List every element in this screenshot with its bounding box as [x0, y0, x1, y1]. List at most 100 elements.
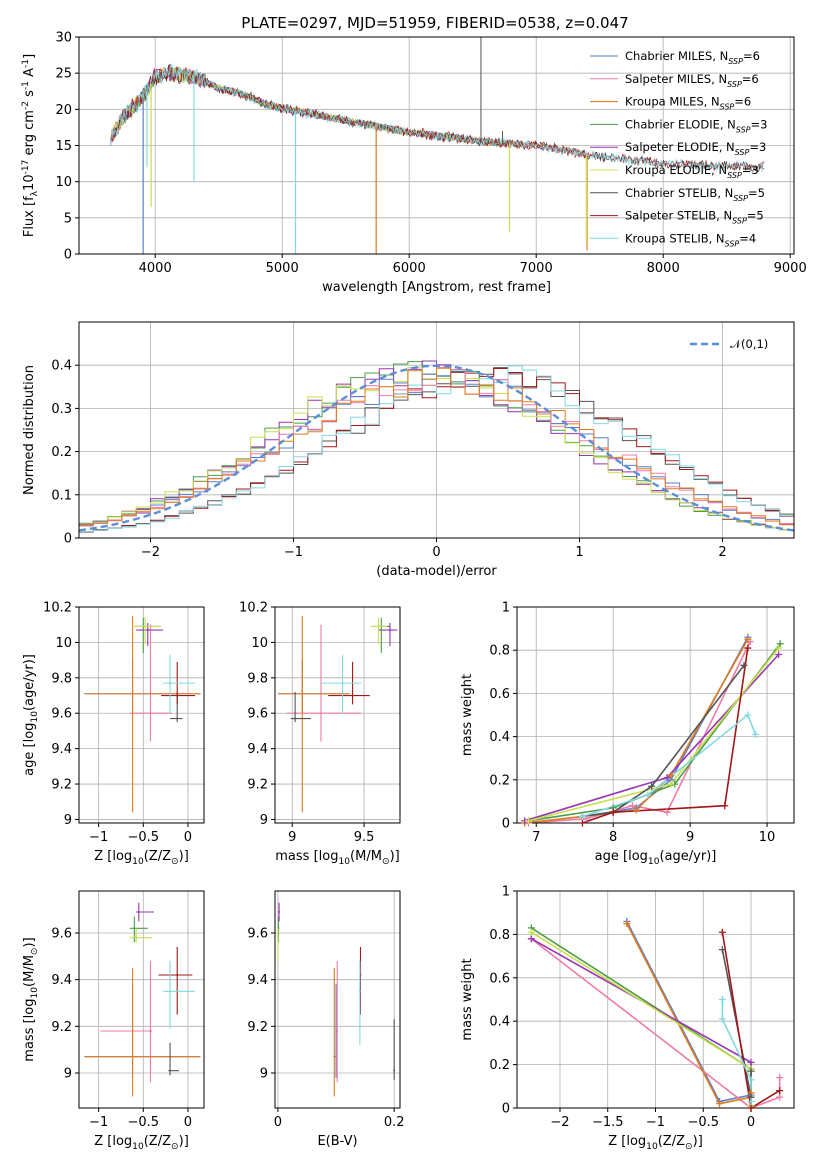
series-line-salpeter-stelib [582, 647, 749, 823]
y-tick-label: 10 [55, 175, 72, 190]
y-tick-label: 0.6 [489, 971, 510, 986]
age_vs_mass-frame [274, 606, 401, 824]
y-tick-label: 0.8 [489, 644, 510, 659]
plus-marker [582, 815, 590, 823]
y-tick-label: 0.4 [489, 1015, 510, 1030]
plus-marker [752, 730, 760, 738]
plus-marker [775, 651, 783, 659]
series-line-chabrier-elodie [530, 927, 752, 1108]
x-tick-label: 8000 [647, 261, 680, 276]
mass_vs_EBV-frame [274, 890, 401, 1109]
data-point [146, 629, 149, 632]
x-tick-label: −0.5 [127, 1115, 159, 1130]
y-tick-label: 10.2 [239, 601, 268, 616]
y-tick-label: 9.6 [247, 707, 268, 722]
x-tick-label: 9 [288, 830, 296, 845]
plus-marker [740, 661, 748, 669]
y-tick-label: 9.4 [51, 973, 72, 988]
y-tick-label: 9 [64, 1067, 72, 1082]
legend-entry: Salpeter STELIB, NSSP=5 [625, 209, 764, 226]
x-tick-label: −1 [284, 545, 303, 560]
plus-marker [718, 946, 726, 954]
plus-marker [776, 640, 784, 648]
y-tick-label: 9.8 [247, 671, 268, 686]
y-tick-label: 1 [502, 601, 510, 616]
y-tick-label: 10 [55, 636, 72, 651]
plus-marker [747, 1067, 755, 1075]
legend-entry: 𝒩(0,1) [730, 337, 768, 351]
plus-marker [527, 928, 535, 936]
data-point [388, 629, 391, 632]
series-line-kroupa-elodie [530, 931, 752, 1106]
data-point [137, 911, 140, 913]
legend-entry: Salpeter MILES, NSSP=6 [625, 72, 759, 89]
y-tick-label: 9.4 [247, 973, 268, 988]
y-axis-label: mass weight [460, 674, 475, 756]
data-point [278, 911, 281, 913]
plus-marker [663, 774, 671, 782]
x-axis-label: Z [log10​(Z/Z⊙​)] [608, 1134, 703, 1152]
data-point [301, 692, 304, 695]
series-line-salpeter-miles [528, 641, 751, 823]
plus-marker [747, 1076, 755, 1084]
y-tick-label: 0.8 [489, 928, 510, 943]
age_vs_Z-frame [78, 606, 205, 824]
hist-step-kroupa-stelib [79, 365, 794, 533]
x-tick-label: −1 [89, 830, 108, 845]
plus-marker [721, 802, 729, 810]
y-tick-label: 0.2 [489, 773, 510, 788]
y-tick-label: 9 [260, 1067, 268, 1082]
y-tick-label: 15 [55, 139, 72, 154]
age_vs_mass-plot-area [277, 615, 398, 813]
plus-marker [775, 644, 783, 652]
data-point [358, 990, 361, 993]
data-point [341, 682, 344, 685]
plus-marker [715, 1100, 723, 1108]
spectrum-plot-area [110, 37, 765, 254]
y-tick-label: 0 [502, 817, 510, 832]
residual_histogram-panel: −2 −1 0 1 2 0 0.1 0.2 0.3 0.4 (data-model)/error No… [22, 321, 795, 579]
plus-marker [667, 771, 675, 779]
mass_weight_vs_Z-grid [517, 890, 794, 1109]
plus-marker [718, 1015, 726, 1023]
plus-marker [648, 782, 656, 790]
y-tick-label: 9.2 [51, 1020, 72, 1035]
legend-entry: Chabrier STELIB, NSSP=5 [625, 186, 765, 203]
x-tick-label: −1.5 [592, 1115, 624, 1130]
y-tick-label: 0.1 [51, 488, 72, 503]
y-tick-label: 10.2 [43, 601, 72, 616]
x-tick-label: 0 [274, 1115, 282, 1130]
plus-marker [747, 1058, 755, 1066]
plus-marker [744, 711, 752, 719]
plus-marker [628, 802, 636, 810]
y-axis-label: Flux [fλ​10-17​ erg cm-2​ s-1​ A-1​] [21, 54, 40, 237]
gaussian-reference-curve [79, 364, 794, 532]
mass_vs_Z-plot-area [84, 902, 201, 1097]
plus-marker [632, 806, 640, 814]
series-line-kroupa-miles [626, 923, 752, 1105]
data-point [351, 694, 354, 697]
y-tick-label: 0.2 [51, 445, 72, 460]
x-tick-label: 0 [184, 830, 192, 845]
x-tick-label: −2 [141, 545, 160, 560]
y-tick-label: 9.6 [247, 927, 268, 942]
data-point [335, 1055, 338, 1058]
x-tick-label: 7000 [520, 261, 553, 276]
age_vs_Z-panel: −1 −0.5 0 9 9.2 9.4 9.6 9.8 10 10.2 Z [log10​(Z/Z⊙… [22, 601, 205, 867]
x-tick-label: 5000 [266, 261, 299, 276]
y-tick-label: 9.4 [247, 742, 268, 757]
x-tick-label: 9.5 [354, 830, 375, 845]
y-tick-label: 0 [502, 1102, 510, 1117]
y-tick-label: 9.2 [51, 778, 72, 793]
plus-marker [578, 813, 586, 821]
x-axis-label: Z [log10​(Z/Z⊙​)] [94, 849, 189, 867]
data-point [149, 712, 152, 715]
data-point [133, 927, 136, 930]
x-tick-label: 0 [432, 545, 440, 560]
plus-marker [747, 1104, 755, 1112]
mass_weight_vs_age-frame [516, 606, 795, 824]
data-point [333, 1055, 336, 1058]
x-axis-label: age [log10​(age/yr)] [595, 849, 717, 867]
mass_vs_EBV-plot-area [276, 902, 396, 1097]
